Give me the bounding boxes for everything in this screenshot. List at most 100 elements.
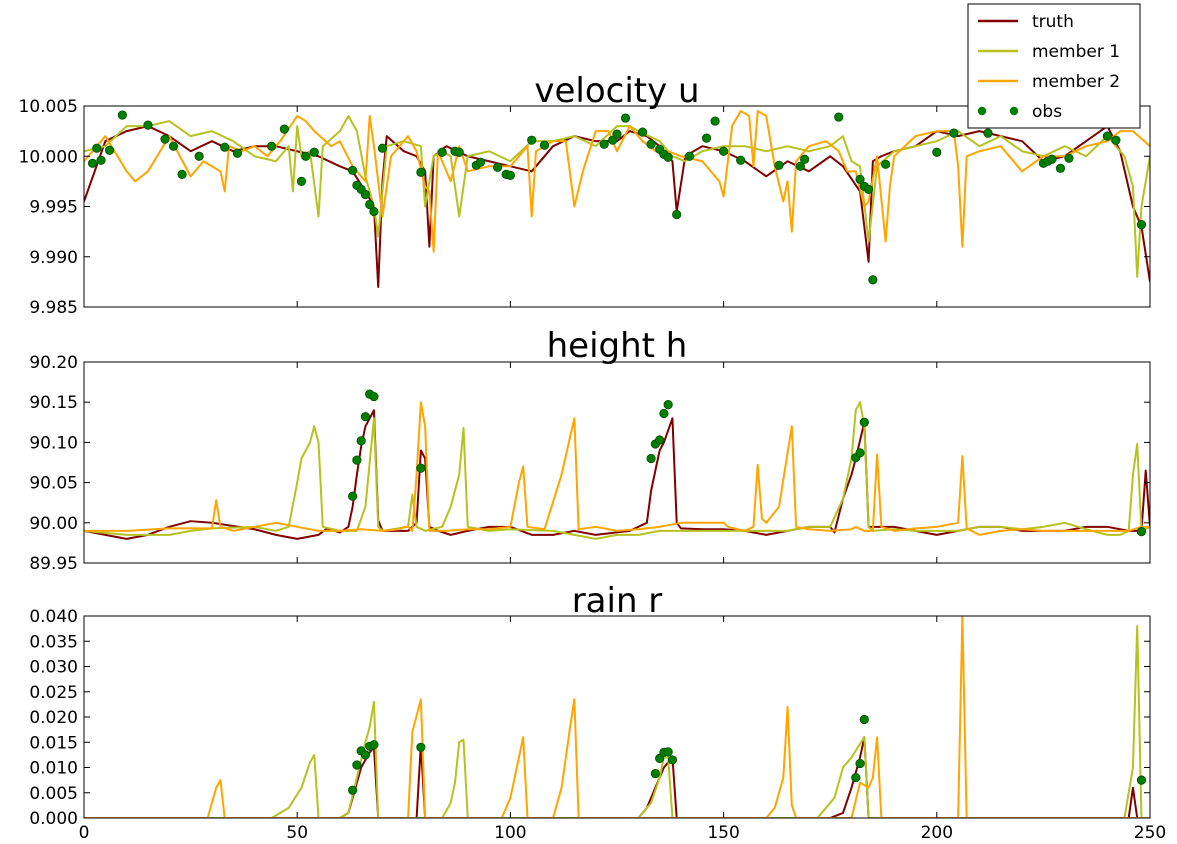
obs-point (279, 124, 290, 134)
obs-point (983, 128, 993, 138)
obs-point (194, 151, 204, 161)
obs-point (646, 453, 656, 464)
obs-point (352, 455, 362, 465)
x-tick-label: 150 (707, 823, 739, 843)
obs-point (1136, 527, 1147, 537)
obs-point (1136, 219, 1147, 230)
legend-entry-member-2: member 2 (978, 72, 1120, 92)
legend-dot-swatch (977, 106, 987, 116)
y-tick-label: 0.000 (29, 809, 78, 829)
obs-point (1111, 135, 1121, 145)
y-tick-label: 9.995 (29, 198, 78, 218)
y-tick-label: 90.10 (29, 433, 78, 453)
x-tick-label: 100 (494, 823, 526, 843)
obs-point (348, 491, 358, 501)
obs-point (416, 463, 426, 473)
obs-point (774, 160, 784, 170)
legend-box (967, 3, 1141, 129)
obs-point (232, 148, 243, 158)
obs-point (360, 189, 371, 200)
panel-rain-r: 0.000 0.005 0.010 0.015 0.020 0.025 0.030 0.035… (29, 581, 1166, 843)
obs-point (416, 742, 426, 752)
obs-point (851, 772, 861, 783)
obs-point (296, 176, 307, 186)
y-tick-label: 0.025 (29, 683, 78, 703)
series-line-member-1 (84, 401, 1150, 540)
y-tick-label: 90.20 (29, 353, 78, 373)
obs-point (539, 140, 550, 150)
obs-point (475, 157, 486, 167)
obs-point (360, 412, 371, 422)
legend-label: obs (1032, 102, 1062, 122)
obs-point (599, 139, 609, 149)
obs-point (663, 400, 673, 410)
obs-point (663, 152, 673, 162)
legend-label: member 2 (1032, 72, 1120, 92)
panel-title: rain r (572, 581, 663, 621)
obs-point (881, 159, 891, 169)
obs-point (672, 209, 682, 220)
obs-point (701, 133, 712, 143)
y-tick-label: 9.985 (29, 298, 78, 318)
obs-point (612, 129, 622, 139)
y-tick-label: 0.040 (29, 607, 78, 627)
obs-point (267, 141, 277, 151)
obs-point (1047, 154, 1057, 164)
obs-point (718, 146, 729, 156)
obs-point (352, 760, 362, 770)
y-tick-label: 90.00 (29, 514, 78, 534)
series-line-member-2 (84, 616, 1150, 818)
obs-point (684, 151, 695, 161)
obs-point (795, 161, 805, 171)
obs-point (377, 143, 388, 153)
axes-frame (83, 361, 1151, 564)
obs-point (650, 768, 660, 779)
obs-point (863, 184, 874, 195)
obs-point (160, 134, 170, 144)
y-tick-label: 0.015 (29, 733, 78, 753)
obs-point (1102, 131, 1112, 141)
obs-point (301, 151, 311, 161)
obs-point (454, 147, 464, 157)
y-tick-label: 90.15 (29, 393, 78, 413)
y-tick-label: 9.990 (29, 248, 78, 268)
legend: truth member 1 member 2 obs (967, 3, 1141, 129)
obs-point (637, 127, 648, 137)
y-tick-label: 0.030 (29, 658, 78, 678)
series-line-member-2 (84, 110, 1150, 253)
obs-point (868, 275, 878, 285)
obs-point (505, 170, 515, 180)
obs-point (143, 120, 153, 130)
obs-point (104, 145, 115, 155)
obs-point (177, 169, 187, 179)
series-line-member-1 (84, 625, 1150, 818)
obs-point (859, 714, 869, 725)
obs-point (932, 147, 942, 157)
obs-point (369, 391, 379, 402)
obs-point (369, 206, 379, 217)
y-tick-label: 10.005 (19, 97, 78, 117)
obs-point (348, 165, 358, 175)
obs-point (369, 740, 379, 750)
obs-point (800, 154, 810, 164)
y-tick-label: 10.000 (19, 147, 78, 167)
panel-velocity-u: 9.985 9.990 9.995 10.000 10.005 velocity u (19, 71, 1151, 318)
obs-point (365, 199, 375, 210)
obs-point (416, 167, 426, 177)
obs-point (437, 147, 447, 157)
obs-point (655, 435, 665, 445)
obs-point (348, 785, 358, 795)
obs-point (1064, 153, 1074, 163)
obs-point (1055, 163, 1066, 173)
legend-dot-swatch (1009, 106, 1019, 116)
x-tick-label: 250 (1134, 823, 1166, 843)
obs-point (96, 155, 106, 165)
y-tick-label: 89.95 (29, 554, 78, 574)
obs-point (646, 139, 656, 149)
obs-point (220, 142, 230, 152)
obs-point (117, 110, 127, 120)
obs-point (736, 155, 746, 165)
series-line-member-1 (84, 115, 1150, 278)
legend-entry-truth: truth (978, 12, 1074, 32)
